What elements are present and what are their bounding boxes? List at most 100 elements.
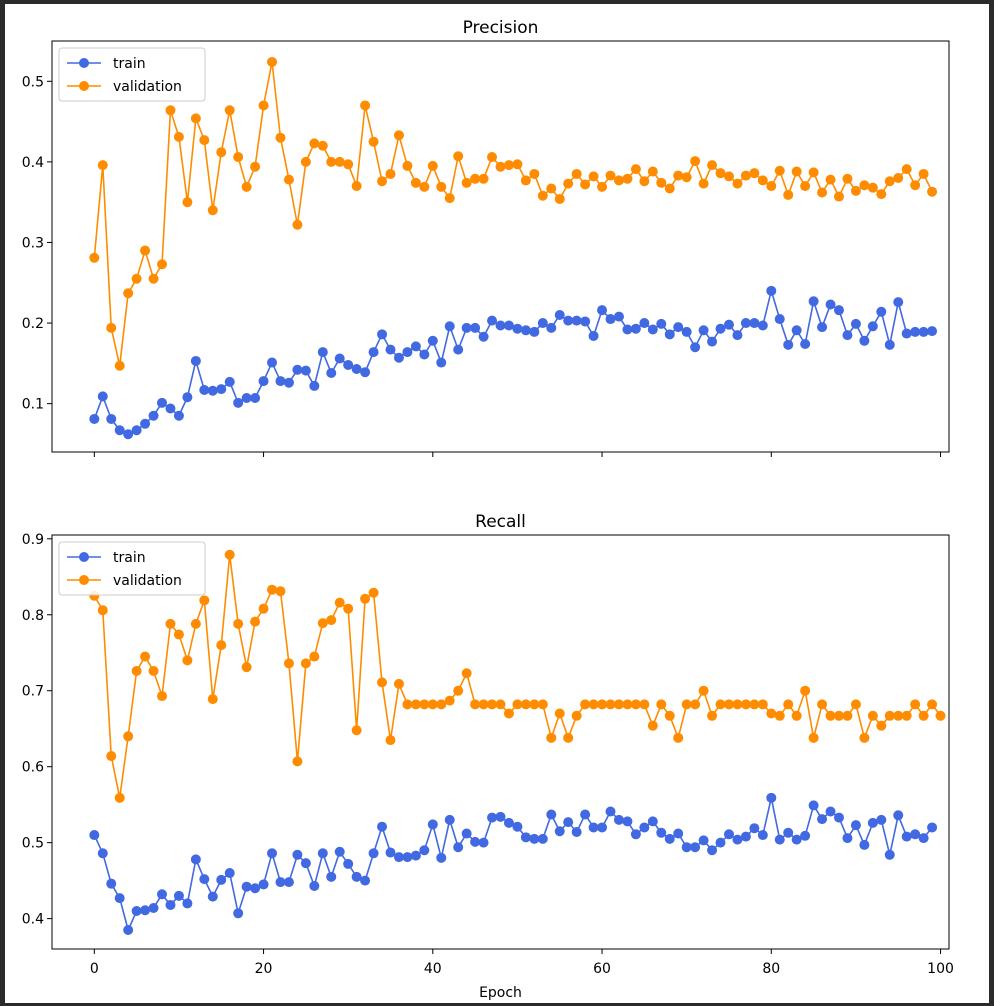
precision-train-point <box>190 355 201 366</box>
precision-validation-point <box>537 190 548 201</box>
recall-train-point <box>97 848 108 859</box>
precision-train-point <box>292 364 303 375</box>
recall-train-point <box>419 845 430 856</box>
precision-train-point <box>723 319 734 330</box>
recall-validation-point <box>673 732 684 743</box>
precision-train-point <box>216 384 227 395</box>
precision-validation-point <box>334 156 345 167</box>
recall-validation-point <box>326 615 337 626</box>
precision-train-point <box>630 323 641 334</box>
recall-validation-point <box>808 732 819 743</box>
recall-validation-point <box>207 694 218 705</box>
precision-validation-point <box>157 259 168 270</box>
recall-xtick-label: 100 <box>927 961 954 977</box>
precision-validation-point <box>901 164 912 175</box>
precision-train-line <box>93 290 933 436</box>
precision-train-point <box>309 380 320 391</box>
precision-train-point <box>774 314 785 325</box>
precision-validation-point <box>554 193 565 204</box>
precision-validation-point <box>681 172 692 183</box>
precision-validation-point <box>250 161 261 172</box>
recall-train-point <box>173 890 184 901</box>
recall-validation-point <box>131 665 142 676</box>
recall-train-point <box>664 833 675 844</box>
precision-validation-point <box>563 178 574 189</box>
recall-train-point <box>563 817 574 828</box>
recall-series-validation <box>89 549 946 803</box>
recall-validation-point <box>360 593 371 604</box>
recall-validation-point <box>842 710 853 721</box>
precision-validation-point <box>613 175 624 186</box>
precision-train-point <box>131 425 142 436</box>
precision-validation-point <box>842 173 853 184</box>
precision-validation-point <box>410 177 421 188</box>
precision-validation-point <box>436 181 447 192</box>
precision-train-point <box>300 365 311 376</box>
recall-train-point <box>825 806 836 817</box>
recall-validation-point <box>681 699 692 710</box>
recall-train-point <box>300 858 311 869</box>
recall-validation-point <box>241 662 252 673</box>
recall-train-point <box>529 833 540 844</box>
precision-train-point <box>808 296 819 307</box>
precision-validation-point <box>182 197 193 208</box>
recall-train-point <box>89 830 100 841</box>
recall-validation-point <box>656 699 667 710</box>
precision-validation-point <box>800 181 811 192</box>
recall-legend-marker-validation <box>79 575 89 585</box>
precision-validation-point <box>258 100 269 111</box>
recall-validation-point <box>850 699 861 710</box>
precision-legend-label-validation: validation <box>113 79 182 95</box>
recall-validation-point <box>757 699 768 710</box>
recall-train-point <box>453 842 464 853</box>
recall-train-point <box>723 829 734 840</box>
precision-validation-point <box>571 168 582 179</box>
recall-train-point <box>698 835 709 846</box>
precision-validation-point <box>884 176 895 187</box>
precision-validation-point <box>461 177 472 188</box>
precision-validation-point <box>893 173 904 183</box>
recall-train-point <box>605 806 616 817</box>
precision-validation-point <box>503 160 514 171</box>
recall-train-point <box>867 817 878 828</box>
precision-train-point <box>597 305 608 316</box>
recall-train-point <box>647 816 658 827</box>
recall-validation-point <box>622 699 633 710</box>
precision-train-point <box>165 403 176 414</box>
recall-validation-point <box>444 695 455 706</box>
recall-train-point <box>478 837 489 848</box>
precision-validation-point <box>123 288 134 299</box>
precision-train-point <box>148 410 159 421</box>
recall-train-point <box>901 831 912 842</box>
precision-train-point <box>884 339 895 350</box>
recall-validation-point <box>833 710 844 721</box>
precision-validation-point <box>639 176 650 187</box>
recall-validation-point <box>715 699 726 710</box>
recall-train-point <box>927 822 938 833</box>
precision-validation-point <box>757 175 768 186</box>
precision-train-point <box>622 324 633 335</box>
precision-validation-point <box>207 205 218 216</box>
precision-validation-point <box>470 173 481 184</box>
precision-train-point <box>436 357 447 368</box>
precision-validation-point <box>859 180 870 191</box>
precision-train-point <box>377 329 388 340</box>
recall-validation-point <box>571 710 582 721</box>
precision-validation-point <box>910 180 921 191</box>
figure: Precision 0.1 0.2 0.3 0.4 0.5 train validation R… <box>5 4 989 1003</box>
precision-title: Precision <box>463 18 539 38</box>
recall-validation-point <box>292 756 303 767</box>
precision-validation-point <box>377 176 388 187</box>
precision-validation-point <box>867 182 878 193</box>
precision-train-point <box>833 305 844 316</box>
precision-validation-point <box>419 181 430 192</box>
recall-validation-point <box>910 699 921 710</box>
recall-validation-point <box>487 699 498 710</box>
precision-train-point <box>876 306 887 317</box>
precision-validation-point <box>690 156 701 167</box>
precision-validation-point <box>478 173 489 184</box>
recall-train-point <box>343 858 354 869</box>
recall-train-point <box>360 875 371 886</box>
recall-train-point <box>757 830 768 841</box>
precision-train-point <box>749 318 760 329</box>
